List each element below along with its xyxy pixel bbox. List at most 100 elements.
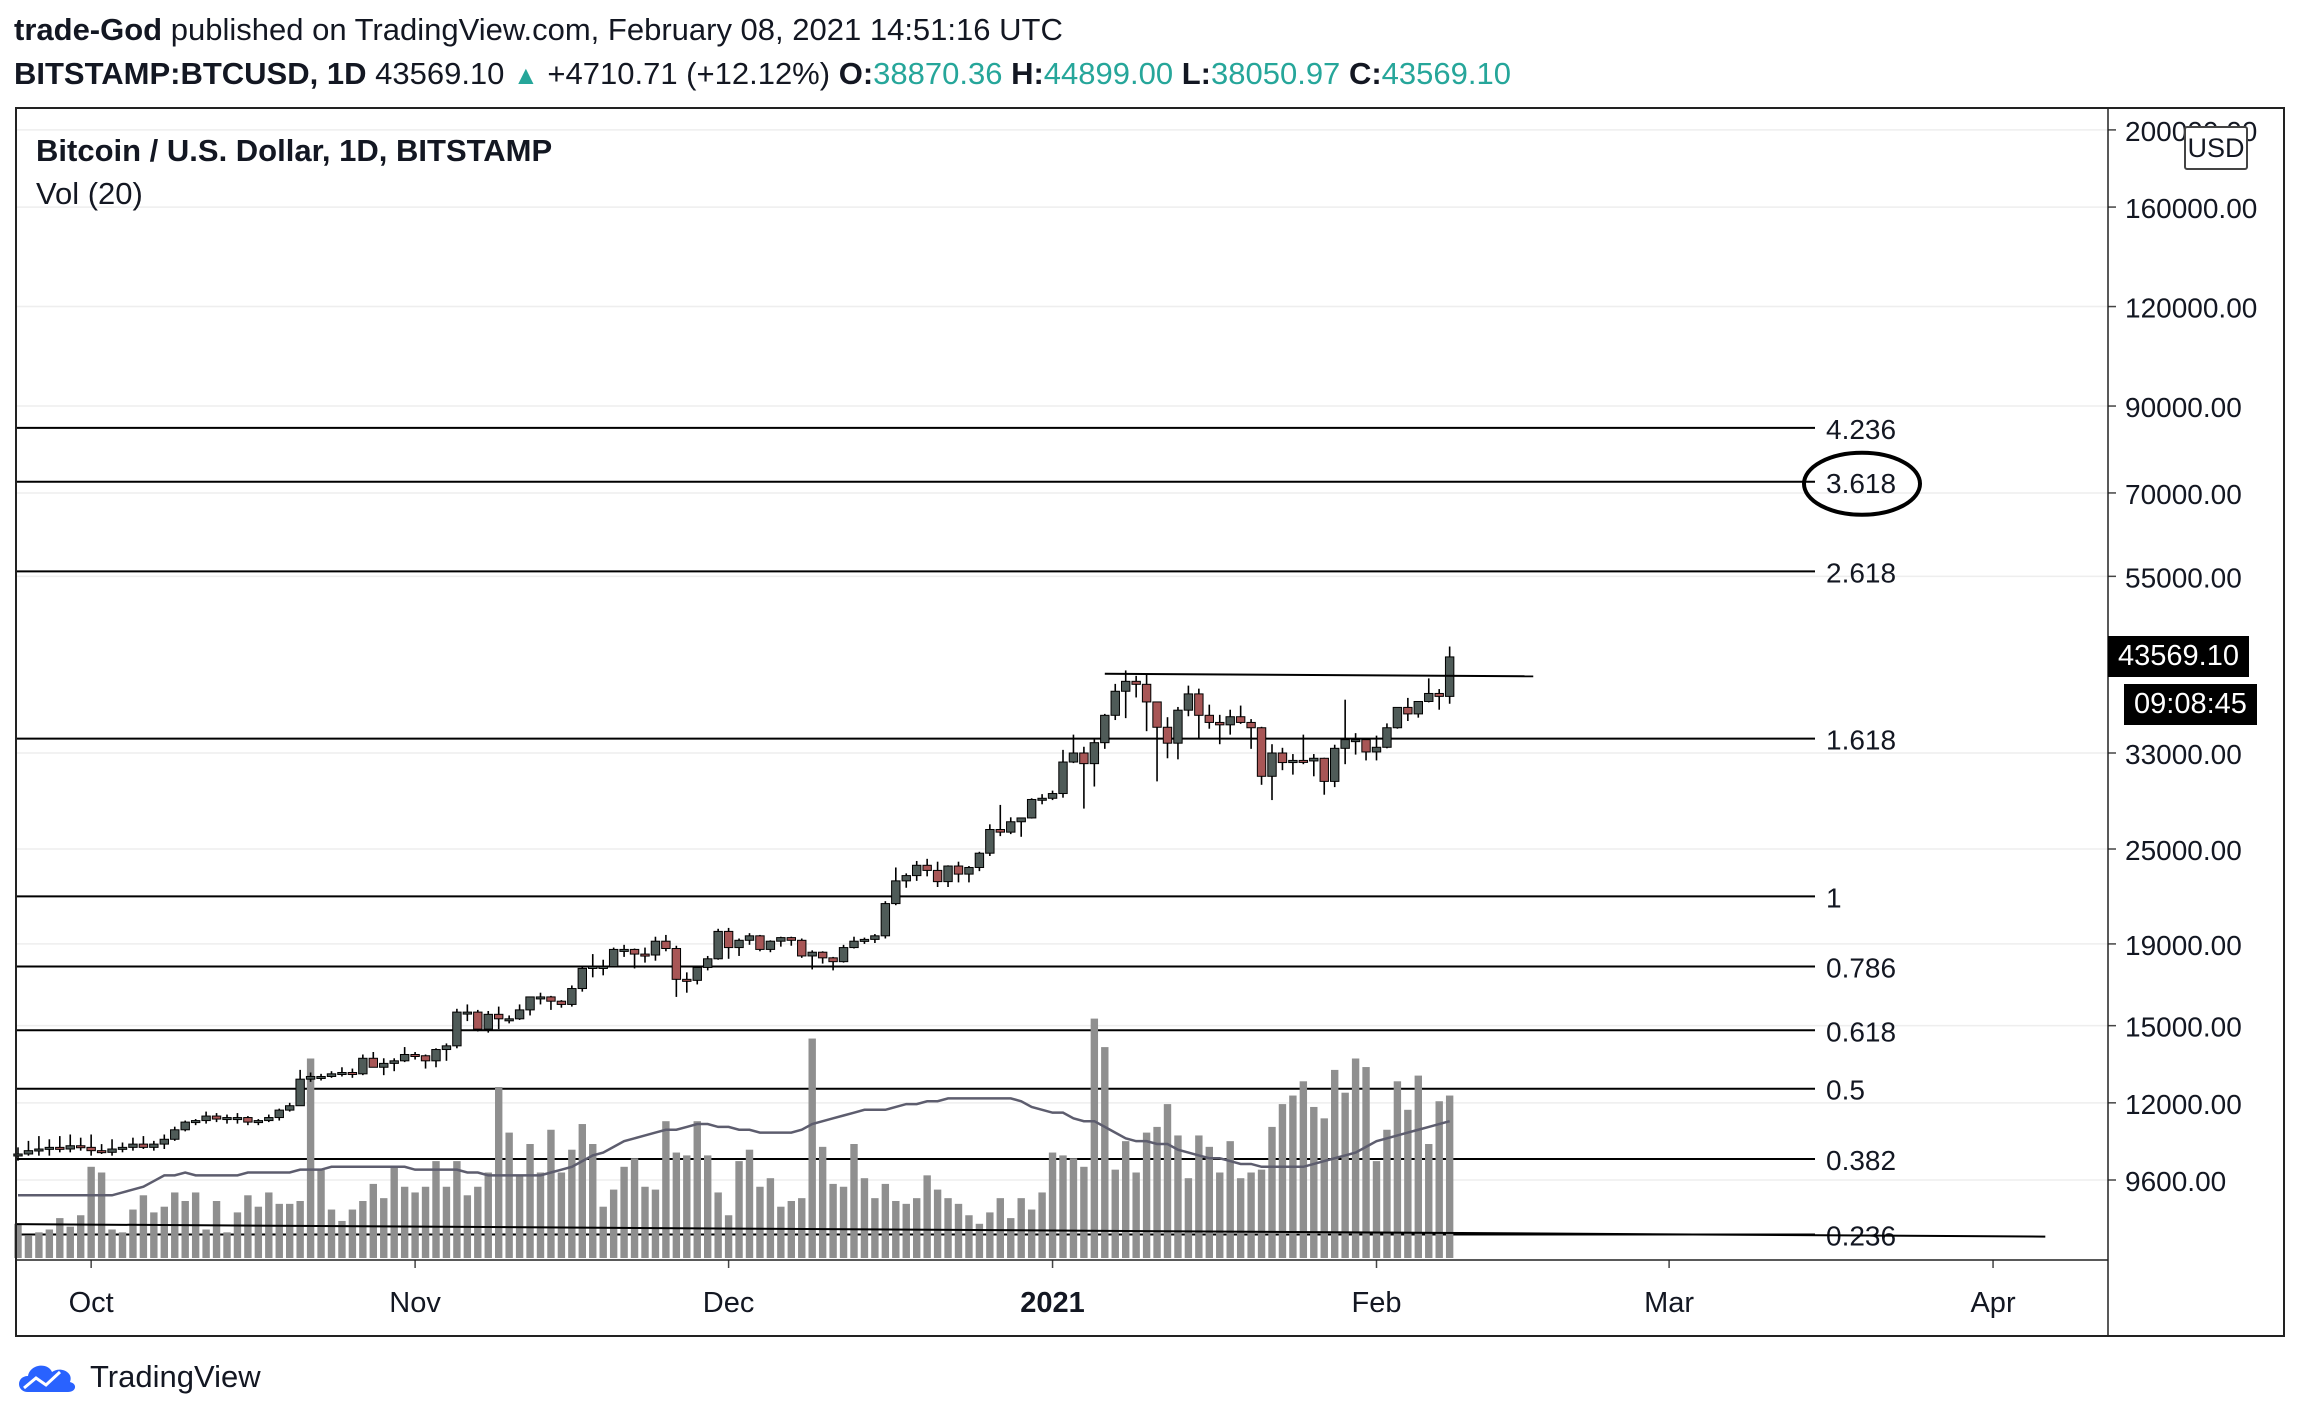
volume-bar <box>1090 1018 1099 1258</box>
volume-bar <box>578 1124 586 1258</box>
candle-up <box>201 1115 211 1122</box>
grid-lines <box>16 129 2108 1181</box>
time-tick-label: Dec <box>703 1287 755 1319</box>
volume-bar <box>1320 1118 1328 1258</box>
candle-up <box>462 1011 473 1015</box>
candle-up <box>34 1148 44 1152</box>
volume-bar <box>1184 1178 1193 1258</box>
volume-bars <box>14 1018 1454 1258</box>
volume-bar <box>1331 1069 1339 1258</box>
candle-down <box>243 1117 253 1123</box>
volume-bar <box>944 1198 952 1258</box>
fibonacci-levels: 4.2363.6182.6181.61810.7860.6180.50.3820… <box>16 414 1922 1252</box>
candle-up <box>703 958 713 968</box>
volume-bar <box>160 1206 168 1258</box>
candle-up <box>305 1075 316 1080</box>
volume-bar <box>881 1183 890 1258</box>
candle-up <box>504 1018 514 1022</box>
candle-up <box>1173 709 1183 744</box>
volume-bar <box>275 1203 283 1258</box>
candle-up <box>1058 761 1068 795</box>
candle-down <box>211 1115 222 1120</box>
volume-bar <box>557 1172 566 1258</box>
candle-up <box>285 1105 295 1111</box>
candle-down <box>556 1000 567 1005</box>
volume-trend-line <box>15 1223 2046 1238</box>
candle-down <box>96 1150 107 1154</box>
footer-branding[interactable]: TradingView <box>14 1358 261 1396</box>
price-axis[interactable]: 9600.00 12000.00 15000.00 19000.00 25000.00 3… <box>2108 116 2257 1197</box>
candle-up <box>1047 793 1058 799</box>
volume-bar <box>871 1198 879 1258</box>
volume-bar <box>630 1158 639 1258</box>
fib-level-label: 1 <box>1826 882 1842 913</box>
candle-down <box>629 948 640 955</box>
volume-bar <box>672 1152 681 1258</box>
candle-down <box>420 1055 431 1062</box>
volume-bar <box>651 1189 660 1258</box>
volume-bar <box>1362 1067 1370 1258</box>
volume-bar <box>24 1235 33 1258</box>
volume-bar <box>359 1201 367 1258</box>
volume-bar <box>327 1209 336 1258</box>
candle-up <box>180 1121 190 1131</box>
volume-bar <box>1278 1104 1287 1258</box>
volume-bar <box>400 1186 409 1258</box>
candle-up <box>274 1109 284 1119</box>
volume-bar <box>704 1155 712 1258</box>
candle-up <box>838 947 849 963</box>
volume-bar <box>1038 1192 1046 1258</box>
volume-bar <box>139 1195 148 1258</box>
candle-down <box>1298 759 1309 763</box>
volume-bar <box>223 1232 231 1258</box>
volume-bar <box>118 1232 127 1258</box>
time-tick-label: 2021 <box>1020 1287 1085 1319</box>
volume-bar <box>1383 1129 1391 1258</box>
candle-up <box>598 965 608 969</box>
candle-up <box>974 852 985 868</box>
candle-up <box>880 903 891 937</box>
candle-up <box>128 1143 138 1148</box>
volume-bar <box>244 1195 252 1258</box>
candle-up <box>859 938 870 942</box>
candle-down <box>546 996 556 1002</box>
candle-up <box>1006 821 1016 833</box>
author-name[interactable]: trade-God <box>14 12 163 47</box>
candle-down <box>494 1013 504 1020</box>
volume-bar <box>317 1169 325 1258</box>
volume-bar <box>818 1146 827 1258</box>
price-tick-label: 70000.00 <box>2125 479 2242 510</box>
candle-up <box>1350 739 1361 743</box>
volume-bar <box>306 1058 315 1258</box>
candle-down <box>1215 721 1225 726</box>
volume-bar <box>1404 1109 1412 1258</box>
volume-bar <box>380 1198 388 1258</box>
candle-up <box>734 939 744 949</box>
candle-up <box>588 965 598 969</box>
volume-bar <box>296 1201 304 1258</box>
candle-up <box>964 866 974 875</box>
candle-down <box>76 1145 86 1149</box>
candle-up <box>1068 752 1079 763</box>
hand-drawn-circle <box>1802 450 1922 517</box>
volume-bar <box>150 1212 158 1258</box>
chart-header: trade-God published on TradingView.com, … <box>14 8 1511 97</box>
currency-button[interactable]: USD <box>2184 126 2248 170</box>
candle-up <box>943 865 953 883</box>
volume-bar <box>1101 1047 1109 1258</box>
volume-bar <box>411 1192 419 1258</box>
publish-line: trade-God published on TradingView.com, … <box>14 8 1511 52</box>
volume-bar <box>432 1161 440 1258</box>
volume-bar <box>714 1192 722 1258</box>
volume-bar <box>202 1229 210 1258</box>
candle-up <box>744 935 755 941</box>
volume-bar <box>254 1206 263 1258</box>
candle-up <box>1309 757 1319 762</box>
time-axis[interactable]: Oct Nov Dec 2021 Feb Mar Apr <box>69 1260 2016 1319</box>
candle-up <box>1413 700 1423 715</box>
volume-bar <box>1341 1092 1349 1258</box>
price-tick-label: 55000.00 <box>2125 562 2242 593</box>
candle-down <box>922 864 932 871</box>
volume-bar <box>1007 1218 1015 1258</box>
